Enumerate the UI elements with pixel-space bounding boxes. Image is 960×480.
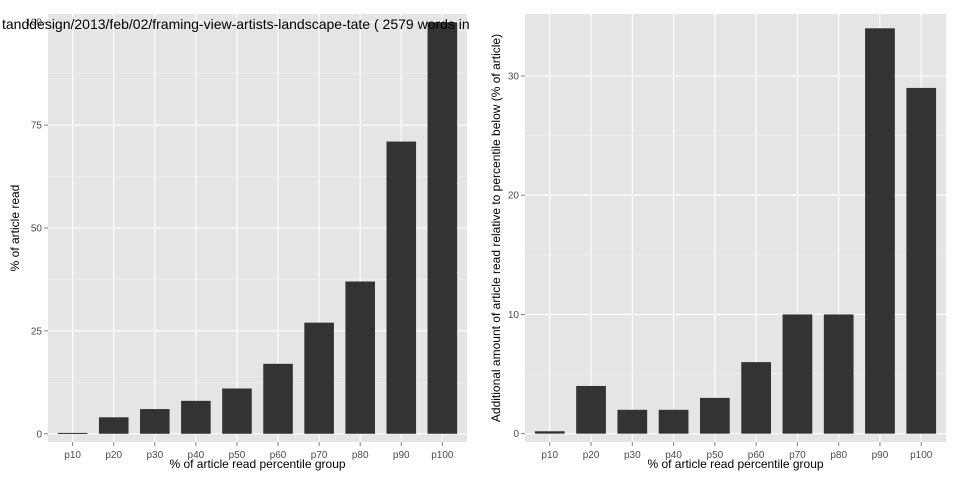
bar-p70 [304,322,334,434]
bar-p100 [427,22,458,434]
x-tick-label: p60 [748,450,765,461]
bar-p70 [782,314,813,434]
bar-p10 [534,431,565,434]
x-tick-label: p10 [64,450,81,461]
y-tick-label: 0 [36,429,42,440]
x-tick-label: p100 [431,450,454,461]
bar-p30 [617,409,648,434]
y-tick-label: 10 [508,310,520,321]
bar-p60 [741,362,771,434]
y-tick-label: 50 [31,224,43,235]
y-tick-label: 25 [31,326,43,337]
chart-panel-1: 0 25 50 75 100 p10 p20 p30 p40 p50 p60 p70 p80 p90 p10… [2,14,470,471]
bar-p60 [263,363,293,434]
x-tick-label: p50 [707,450,724,461]
bar-p50 [700,397,730,434]
x-tick-label: p60 [270,450,287,461]
x-tick-label: p20 [583,450,600,461]
x-tick-label: p40 [665,450,682,461]
bar-p40 [658,409,689,434]
x-tick-label: p100 [910,450,933,461]
x-tick-label: p80 [830,450,847,461]
y-tick-label: 75 [31,121,43,132]
x-tick-label: p40 [188,450,205,461]
y-axis-title: Additional amount of article read relati… [489,34,503,422]
y-tick-label: 0 [513,429,519,440]
y-tick-label: 20 [508,191,520,202]
bar-p100 [906,87,937,434]
bar-p80 [345,281,375,434]
bar-p50 [222,388,252,434]
x-tick-label: p70 [311,450,328,461]
x-tick-label: p30 [624,450,641,461]
x-tick-label: p10 [541,450,558,461]
x-tick-label: p70 [789,450,806,461]
bar-p30 [140,409,170,434]
y-tick-label: 100 [25,18,42,29]
x-axis-title: % of article read percentile group [647,457,823,471]
chart-panel-2: 0 10 20 30 p10 p20 p30 p40 p50 p60 p70 p80 p90 p100 % … [489,14,946,471]
x-tick-label: p80 [352,450,369,461]
bar-p90 [386,141,417,434]
bar-p90 [865,28,895,434]
bar-p20 [576,385,606,434]
x-tick-label: p90 [872,450,889,461]
y-axis-title: % of article read [8,185,22,272]
y-tick-label: 30 [508,71,520,82]
bar-p80 [823,314,854,434]
x-tick-label: p20 [105,450,122,461]
bar-p20 [98,417,129,434]
x-tick-label: p50 [229,450,246,461]
x-axis-title: % of article read percentile group [169,457,345,471]
x-tick-label: p30 [146,450,163,461]
bar-p40 [181,400,211,434]
bar-p10 [57,432,88,434]
plot-title: tanddesign/2013/feb/02/framing-view-arti… [2,16,470,32]
x-tick-label: p90 [393,450,410,461]
